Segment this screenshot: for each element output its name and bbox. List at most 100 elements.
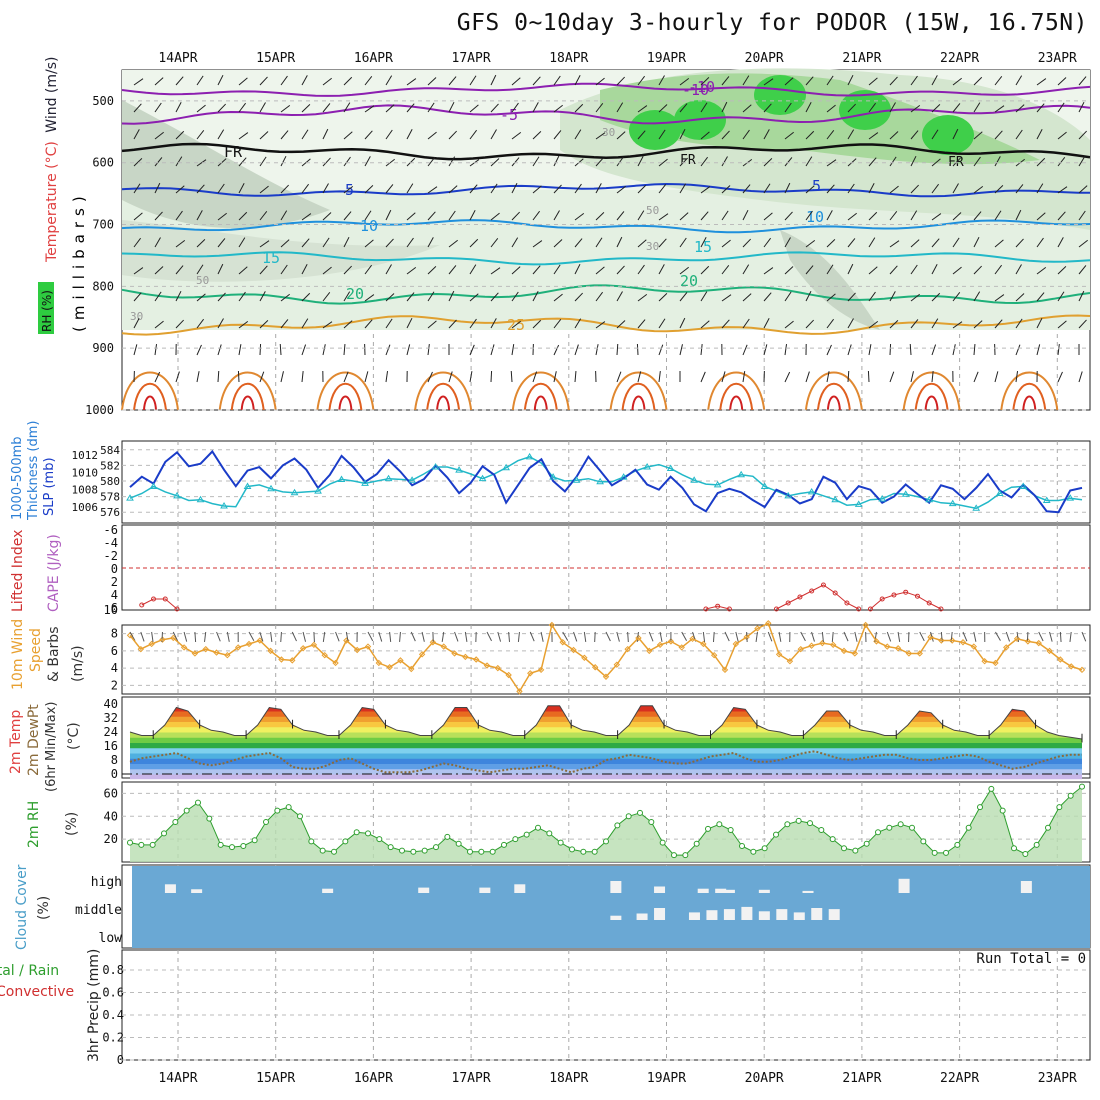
thickness-marker [267,484,275,492]
wind-barb [1078,130,1088,140]
wind-speed-marker [775,651,783,658]
wind-barb [826,318,835,329]
rh-point [285,804,292,811]
slp-tick-label: 1006 [72,501,99,514]
wind-barb [805,290,812,302]
temp-tick-label: 24 [104,725,118,739]
wind-barb [217,183,225,194]
surface-wind-barb [454,631,459,642]
surface-wind-barb [702,631,706,642]
isotherm-label: 20 [346,285,364,303]
isotherm-line [121,182,1090,198]
wind-barb [1057,237,1064,248]
wind-barb [1015,344,1021,356]
wind-barb [595,77,605,86]
rh-point [841,845,847,852]
wind-barb [364,210,372,221]
wind-barb [406,78,417,86]
p5-b-text: 2m DewPt [26,704,42,776]
wind-barb [385,318,393,329]
wind-barb [385,293,395,302]
chart-title: GFS 0~10day 3-hourly for PODOR (15W, 16.… [456,10,1088,36]
surface-wind-barb [778,631,782,642]
wind-barb [532,240,543,248]
wind-barb [784,211,793,221]
thickness-marker [643,462,652,470]
wind-barb [532,265,541,275]
rh-point [523,831,530,838]
thickness-tick-label: 578 [100,491,120,504]
rh-point [353,829,360,836]
thickness-marker [384,474,393,482]
wind-barb [1036,317,1043,329]
wind-barb [595,183,602,194]
wind-barb [973,156,981,167]
rh-point [569,846,575,853]
cape-point [139,602,145,608]
wind-barb [196,293,206,302]
top-date-label: 21APR [842,51,881,66]
thickness-marker [126,494,134,501]
rh-point [149,841,156,848]
thickness-marker [972,504,981,511]
run-total: Run Total = 0 [976,951,1086,967]
wind-barb [784,371,791,383]
wind-barb [1078,371,1083,383]
wind-barb [448,76,457,86]
surface-wind-barb [995,631,1001,641]
thickness-marker [431,462,440,470]
wind-barb [805,239,816,248]
wind-barb [994,105,1005,113]
wind-barb [427,157,436,167]
wind-barb [616,371,622,383]
wind-barb [406,212,416,221]
wind-barb [700,211,709,221]
wind-speed-marker [635,634,642,642]
cloud-bar [322,888,334,893]
thickness-marker [619,473,628,480]
wind-barb [889,265,898,275]
wind-barb [763,212,773,221]
wind-barb [784,291,792,302]
p7-cloud-label: Cloud Cover [14,861,30,950]
p4-wind-label: 10m Wind [10,615,26,690]
cloud-bar [1020,881,1032,893]
wind-barb [490,103,499,113]
wind-barb [469,293,479,302]
wind-barb [595,291,604,302]
cloud-level-label: middle [75,903,122,918]
wind-barb [154,266,164,275]
surface-wind-barb [421,631,425,642]
wind-barb [574,75,581,86]
wind-barb [784,320,794,329]
cape-line [141,598,178,610]
wind-barb [616,131,626,140]
wind-barb [595,321,606,329]
surface-isotherm [924,395,939,411]
cloud-bar [723,889,735,893]
wind-barb [826,210,833,221]
surface-wind-barb [291,631,297,642]
p5-d-text: (°C) [66,722,82,750]
rh-point [1022,851,1029,857]
wind-barb [721,185,731,194]
wind-barb [490,129,497,140]
wind-barb [994,156,1001,167]
wind-barb [952,157,961,167]
bottom-date-label: 20APR [745,1071,784,1086]
wind-barb [679,344,683,356]
wind-barb [700,344,703,356]
rh-point [852,847,859,854]
wind-tick-label: 8 [111,627,118,641]
rh-point [739,843,745,849]
surface-isotherm [826,395,841,411]
wind-barb [511,211,521,221]
wind-barb [469,75,477,86]
wind-speed-marker [667,638,675,645]
wind-barb [385,104,395,113]
cape-point [820,582,826,588]
wind-barb [868,291,876,302]
rh-point [444,833,451,840]
surface-wind-barb [843,631,849,642]
surface-isotherm [1000,371,1059,411]
